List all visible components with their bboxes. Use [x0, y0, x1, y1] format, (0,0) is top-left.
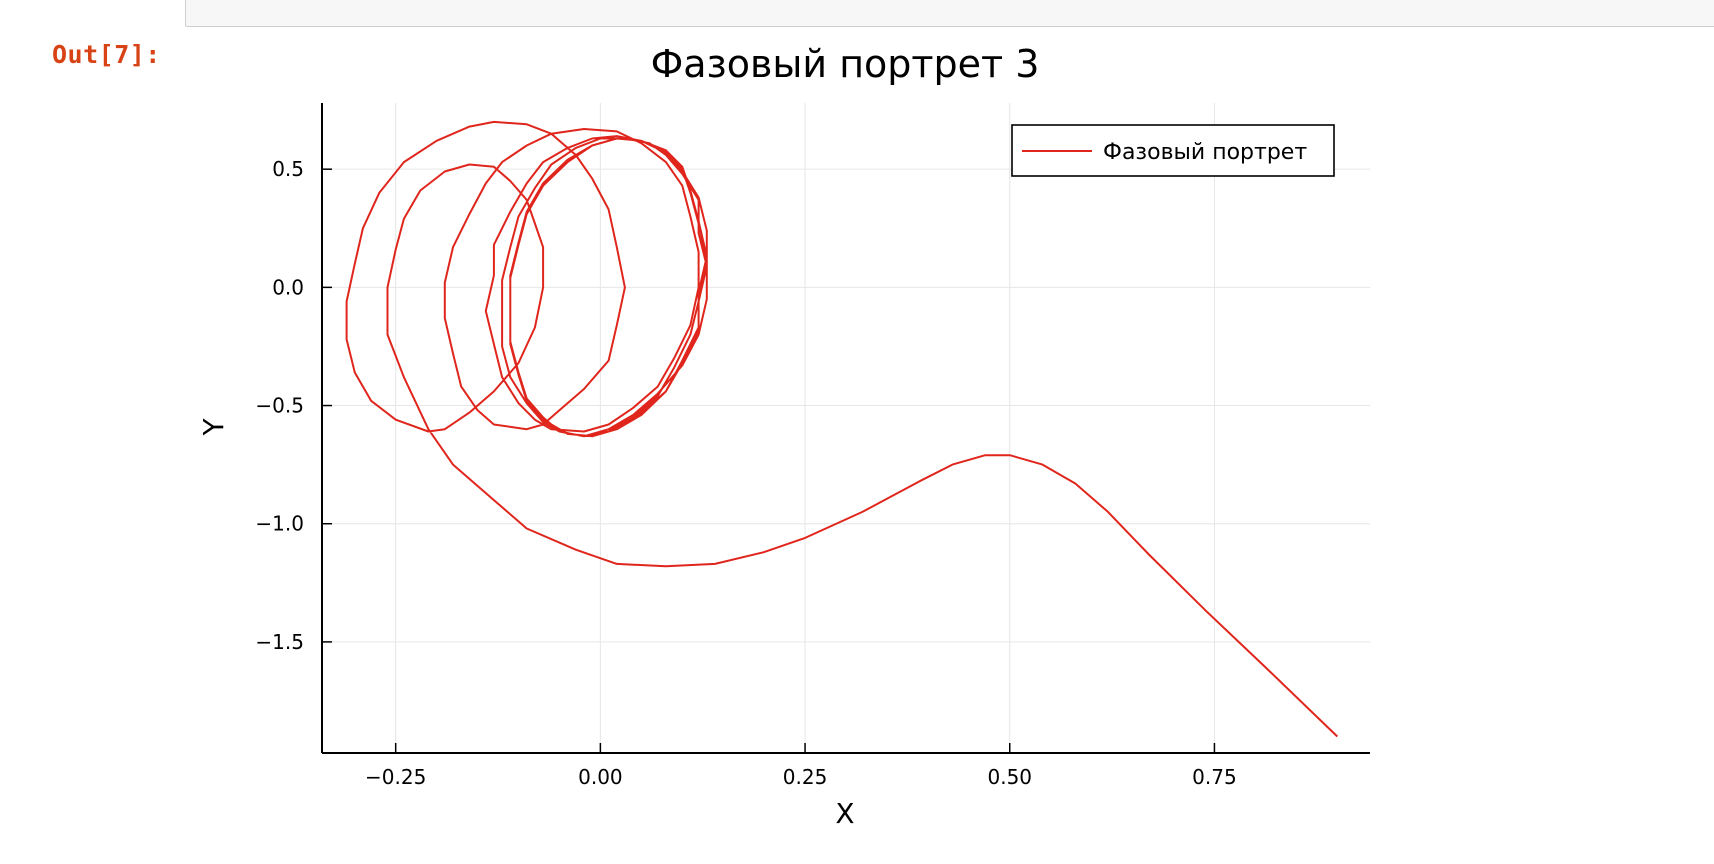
- y-axis-title: Y: [197, 418, 230, 437]
- x-tick-label: 0.00: [578, 765, 623, 789]
- grid-lines: [322, 103, 1370, 753]
- legend[interactable]: Фазовый портрет: [1011, 124, 1335, 177]
- x-axis-title: X: [835, 797, 854, 830]
- x-tick-label: 0.75: [1192, 765, 1237, 789]
- series-line: [345, 120, 1338, 738]
- y-tick-label: 0.5: [272, 157, 304, 181]
- axes: [321, 103, 1370, 754]
- x-tick-label: 0.50: [987, 765, 1032, 789]
- x-tick-label: 0.25: [783, 765, 828, 789]
- tick-marks: [322, 168, 1216, 753]
- x-tick-label: −0.25: [365, 765, 426, 789]
- code-cell-input-area[interactable]: [185, 0, 1714, 27]
- y-tick-label: −1.5: [255, 630, 304, 654]
- series-layer: [345, 120, 1338, 738]
- y-tick-label: −0.5: [255, 394, 304, 418]
- y-tick-label: 0.0: [272, 275, 304, 299]
- chart-title: Фазовый портрет 3: [651, 42, 1040, 86]
- output-prompt: Out[7]:: [52, 40, 161, 69]
- legend-label: Фазовый портрет: [1103, 140, 1307, 165]
- y-tick-label: −1.0: [255, 512, 304, 536]
